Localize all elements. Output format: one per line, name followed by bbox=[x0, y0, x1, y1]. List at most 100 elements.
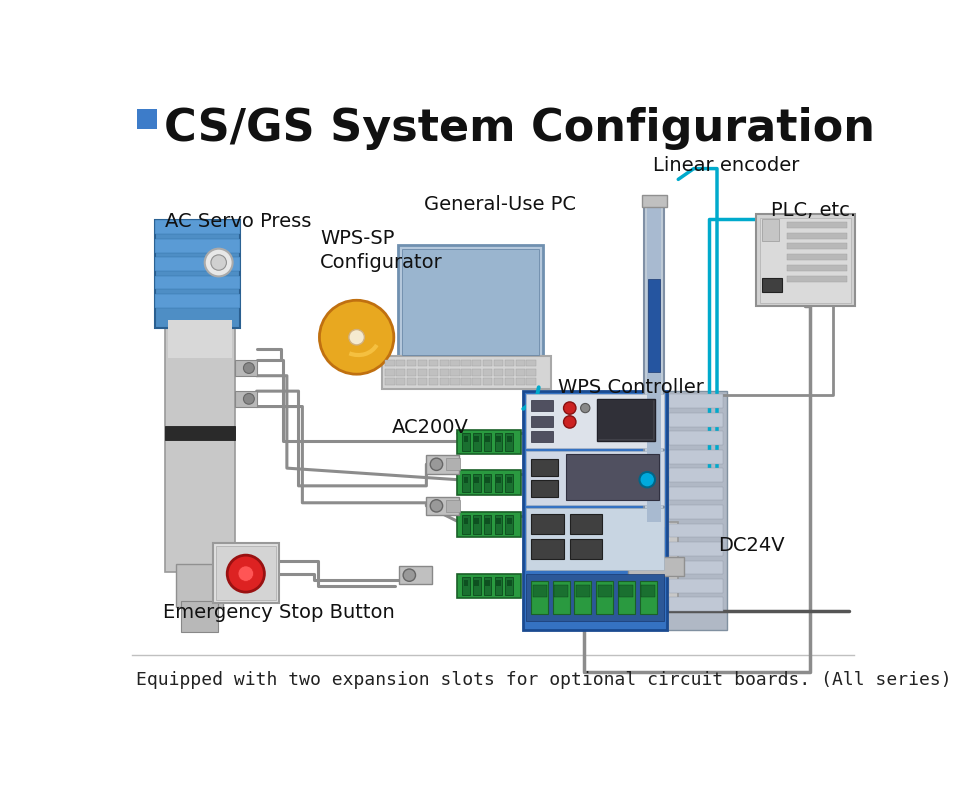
Bar bbox=[666, 391, 727, 630]
Bar bbox=[155, 220, 240, 328]
Bar bbox=[493, 368, 503, 376]
Bar bbox=[597, 585, 611, 597]
Bar bbox=[472, 360, 480, 366]
Bar bbox=[526, 368, 535, 376]
Bar bbox=[385, 368, 394, 376]
Bar bbox=[385, 378, 394, 385]
Circle shape bbox=[227, 555, 264, 592]
Bar bbox=[493, 378, 503, 385]
Bar bbox=[396, 360, 405, 366]
Text: PLC, etc.: PLC, etc. bbox=[771, 201, 855, 220]
Bar bbox=[155, 294, 240, 308]
Bar bbox=[493, 360, 503, 366]
Bar bbox=[569, 514, 602, 534]
Bar bbox=[530, 581, 548, 615]
Bar bbox=[385, 360, 394, 366]
Bar bbox=[786, 265, 847, 271]
Bar bbox=[396, 378, 405, 385]
Bar bbox=[483, 473, 491, 492]
Bar bbox=[526, 508, 663, 570]
Bar bbox=[399, 566, 431, 585]
Bar bbox=[647, 207, 660, 522]
Text: AC Servo Press: AC Servo Press bbox=[165, 211, 311, 230]
Bar bbox=[526, 394, 663, 448]
Bar bbox=[474, 518, 479, 525]
Bar bbox=[761, 278, 781, 292]
Bar bbox=[648, 279, 660, 372]
Bar bbox=[786, 222, 847, 228]
Bar bbox=[483, 432, 491, 451]
Bar bbox=[407, 378, 416, 385]
Bar bbox=[463, 580, 468, 586]
Bar bbox=[461, 473, 469, 492]
Bar bbox=[530, 459, 557, 476]
Bar bbox=[553, 581, 569, 615]
Bar bbox=[668, 468, 723, 482]
Bar bbox=[213, 543, 279, 603]
Bar bbox=[786, 275, 847, 282]
Bar bbox=[483, 515, 491, 533]
Circle shape bbox=[243, 394, 254, 404]
Bar bbox=[496, 580, 501, 586]
Bar bbox=[234, 391, 257, 406]
Bar bbox=[496, 477, 501, 483]
Bar bbox=[668, 579, 723, 593]
Text: CS/GS System Configuration: CS/GS System Configuration bbox=[163, 107, 874, 150]
Bar bbox=[155, 220, 240, 234]
Bar bbox=[496, 518, 501, 525]
Bar bbox=[505, 577, 512, 595]
Bar bbox=[668, 450, 723, 463]
Bar bbox=[494, 515, 502, 533]
Bar bbox=[460, 378, 470, 385]
Bar bbox=[530, 400, 553, 411]
Bar bbox=[426, 455, 458, 473]
Bar bbox=[482, 368, 492, 376]
Bar bbox=[523, 391, 666, 630]
Bar bbox=[505, 473, 512, 492]
Text: Emergency Stop Button: Emergency Stop Button bbox=[162, 603, 394, 622]
Bar bbox=[482, 360, 492, 366]
Bar bbox=[456, 430, 521, 454]
Text: AC200V: AC200V bbox=[391, 418, 468, 437]
Bar bbox=[526, 378, 535, 385]
Bar bbox=[216, 546, 276, 600]
Circle shape bbox=[403, 569, 415, 581]
Bar bbox=[168, 320, 232, 358]
Bar bbox=[472, 378, 480, 385]
Bar bbox=[397, 245, 543, 359]
Bar bbox=[786, 254, 847, 260]
Bar bbox=[450, 360, 459, 366]
Circle shape bbox=[563, 402, 576, 414]
Bar bbox=[137, 109, 158, 129]
Bar bbox=[460, 368, 470, 376]
Bar bbox=[472, 368, 480, 376]
Bar bbox=[407, 368, 416, 376]
Bar bbox=[474, 436, 479, 442]
Bar bbox=[530, 481, 557, 497]
Bar bbox=[155, 257, 240, 271]
Bar bbox=[617, 581, 634, 615]
Bar bbox=[530, 416, 553, 427]
Bar bbox=[668, 413, 723, 427]
Bar bbox=[473, 473, 480, 492]
Bar bbox=[526, 574, 663, 621]
Bar bbox=[619, 585, 632, 597]
Text: General-Use PC: General-Use PC bbox=[424, 195, 576, 214]
Bar bbox=[530, 431, 553, 442]
Bar bbox=[530, 514, 563, 534]
Bar bbox=[668, 524, 723, 537]
Bar bbox=[640, 585, 654, 597]
Bar bbox=[494, 432, 502, 451]
Bar bbox=[450, 368, 459, 376]
Bar bbox=[755, 214, 854, 306]
Bar bbox=[155, 238, 240, 252]
Bar bbox=[596, 581, 612, 615]
Text: WPS-SP
Configurator: WPS-SP Configurator bbox=[320, 230, 442, 272]
Bar bbox=[461, 577, 469, 595]
Bar bbox=[402, 249, 538, 355]
Bar bbox=[565, 454, 658, 500]
Bar bbox=[668, 394, 723, 408]
Bar bbox=[759, 218, 850, 302]
Bar bbox=[463, 477, 468, 483]
Bar bbox=[628, 557, 683, 576]
